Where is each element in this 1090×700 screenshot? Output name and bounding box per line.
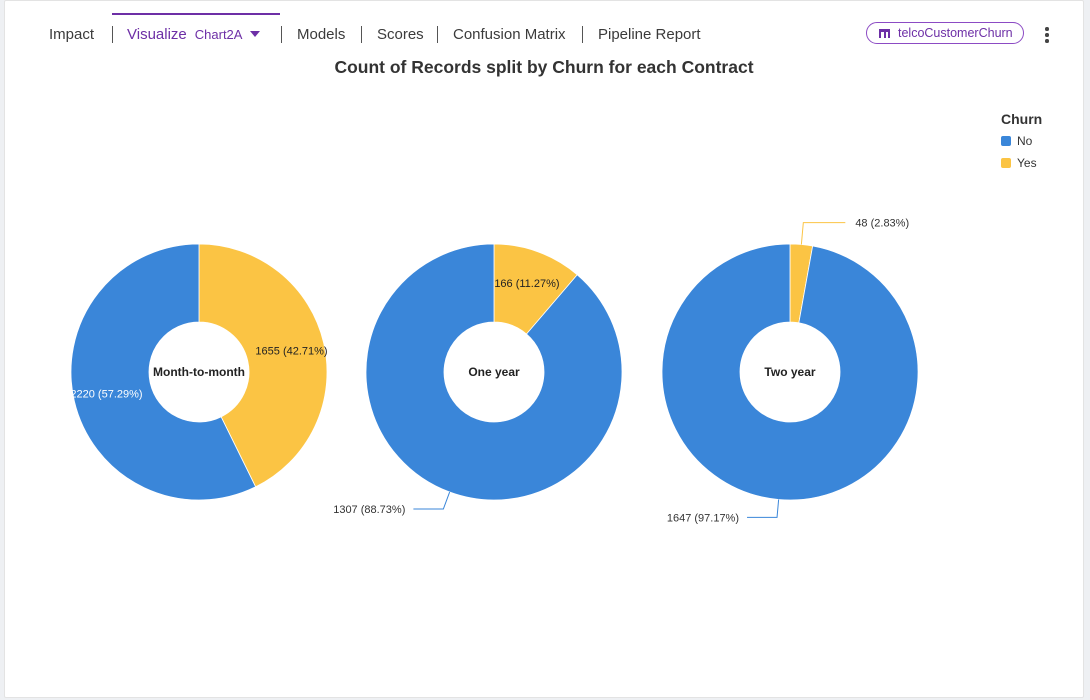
tab-separator — [437, 26, 438, 43]
data-label-no: 1647 (97.17%) — [667, 512, 739, 524]
donut-1: One year 1307 (88.73%) 166 (11.27%) — [333, 243, 623, 516]
chart-panel: Impact Visualize Chart2A Models Scores Co… — [4, 0, 1084, 698]
donut-2: Two year 1647 (97.17%) 48 (2.83%) — [661, 218, 919, 524]
tab-pipeline-report[interactable]: Pipeline Report — [598, 25, 701, 45]
tab-bar: Impact Visualize Chart2A Models Scores Co… — [5, 1, 1083, 61]
donut-center-label: One year — [468, 365, 520, 379]
slice-no[interactable] — [70, 243, 257, 501]
tab-separator — [361, 26, 362, 43]
tab-models-label: Models — [297, 26, 346, 43]
tab-separator — [281, 26, 282, 43]
data-label-yes: 48 (2.83%) — [855, 218, 909, 230]
donut-0: Month-to-month 2220 (57.29%) 1655 (42.71%) — [70, 243, 328, 501]
slice-yes[interactable] — [198, 243, 328, 488]
more-options-icon[interactable] — [1037, 25, 1057, 45]
tab-visualize[interactable]: Visualize Chart2A — [127, 25, 261, 45]
tab-scores[interactable]: Scores — [377, 25, 424, 45]
legend-swatch-yes — [1001, 158, 1011, 168]
chevron-down-icon[interactable] — [250, 31, 261, 37]
data-label-yes: 1655 (42.71%) — [255, 345, 327, 357]
table-icon — [879, 29, 890, 38]
data-label-no: 2220 (57.29%) — [70, 389, 142, 401]
donut-chart: Month-to-month 2220 (57.29%) 1655 (42.71%)… — [70, 218, 919, 524]
data-label-no: 1307 (88.73%) — [333, 504, 405, 516]
slice-no[interactable] — [661, 243, 919, 501]
dataset-chip[interactable]: telcoCustomerChurn — [866, 22, 1024, 44]
tab-visualize-label: Visualize — [127, 26, 187, 43]
slice-no[interactable] — [365, 243, 623, 501]
chart-legend: Churn No Yes — [1001, 111, 1042, 174]
tab-separator — [582, 26, 583, 43]
tab-models[interactable]: Models — [297, 25, 345, 45]
tab-separator — [112, 26, 113, 43]
legend-item-yes[interactable]: Yes — [1001, 152, 1042, 174]
active-tab-indicator — [112, 13, 280, 15]
donut-center-label: Month-to-month — [153, 365, 245, 379]
tab-confusion-matrix[interactable]: Confusion Matrix — [453, 25, 566, 45]
tab-scores-label: Scores — [377, 26, 424, 43]
label-leader-line — [800, 222, 846, 245]
legend-swatch-no — [1001, 136, 1011, 146]
tab-impact-label: Impact — [49, 26, 95, 43]
legend-label-no: No — [1017, 134, 1033, 148]
legend-title: Churn — [1001, 111, 1043, 127]
legend-label-yes: Yes — [1017, 156, 1037, 170]
label-leader-line — [413, 491, 451, 510]
tab-impact[interactable]: Impact — [49, 25, 94, 45]
tab-confusion-matrix-label: Confusion Matrix — [453, 26, 566, 43]
chart-title: Count of Records split by Churn for each… — [334, 57, 754, 77]
donut-center-label: Two year — [764, 365, 815, 379]
legend-item-no[interactable]: No — [1001, 130, 1042, 152]
label-leader-line — [747, 499, 780, 518]
data-label-yes: 166 (11.27%) — [494, 278, 559, 290]
dataset-chip-label: telcoCustomerChurn — [898, 26, 1013, 40]
tab-pipeline-report-label: Pipeline Report — [598, 26, 701, 43]
chart-selector[interactable]: Chart2A — [194, 27, 243, 42]
